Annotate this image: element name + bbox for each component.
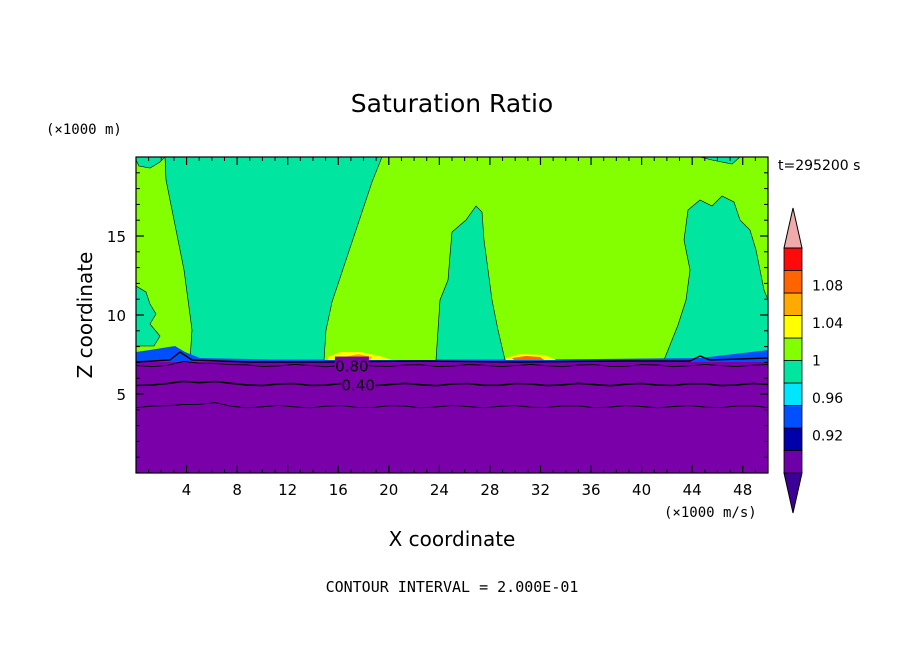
colorbar-segment-0: [783, 450, 803, 474]
x-tick-label-2: 12: [278, 481, 297, 499]
colorbar-segment-3: [783, 382, 803, 406]
x-axis: 4 8 12 16 20 24 28 32 36 40 44 48: [148, 157, 756, 499]
colorbar-tick-label-3: 1.04: [812, 316, 843, 332]
contour-label-bg-1: [341, 375, 376, 392]
supersaturated-patch-2-core: [512, 356, 544, 360]
contour-lines: 0.800.40: [135, 356, 769, 409]
x-unit-label: (×1000 m/s): [664, 505, 757, 521]
contour-line-0: [135, 360, 769, 368]
colorbar-tick-label-0: 0.92: [812, 429, 843, 445]
colorbar-segment-5: [783, 337, 803, 361]
x-tick-label-7: 32: [531, 481, 550, 499]
colorbar-tick-label-2: 1: [812, 354, 821, 370]
near-saturated-left-patch: [136, 285, 161, 347]
inversion-top-line: [136, 351, 768, 363]
colorbar-segment-4: [783, 360, 803, 384]
x-axis-label: X coordinate: [389, 527, 516, 551]
x-tick-label-5: 24: [430, 481, 449, 499]
dry-layer-region: [136, 362, 768, 473]
colorbar-segment-8: [783, 270, 803, 294]
colorbar: 0.92 0.96 1 1.04 1.08: [783, 207, 843, 514]
colorbar-segment-9: [783, 247, 803, 271]
contour-line-2: [135, 402, 769, 409]
contour-interval-footer: CONTOUR INTERVAL = 2.000E-01: [326, 578, 579, 596]
x-tick-label-9: 40: [632, 481, 651, 499]
time-label: t=295200 s: [778, 158, 860, 174]
x-tick-label-11: 48: [733, 481, 752, 499]
near-saturated-plume-2: [435, 205, 506, 361]
colorbar-segment-6: [783, 315, 803, 339]
x-tick-label-0: 4: [182, 481, 192, 499]
colorbar-segment-2: [783, 405, 803, 429]
colorbar-under-arrow: [783, 472, 803, 514]
colorbar-segment-7: [783, 292, 803, 316]
contour-line-1: [135, 380, 769, 387]
x-tick-label-10: 44: [683, 481, 702, 499]
y-axis: 5 10 15: [107, 172, 768, 458]
y-axis-label: Z coordinate: [73, 252, 97, 379]
y-tick-label-1: 10: [107, 307, 126, 325]
colorbar-over-arrow: [783, 207, 803, 249]
x-tick-label-6: 28: [480, 481, 499, 499]
colorbar-tick-label-1: 0.96: [812, 391, 843, 407]
chart-title: Saturation Ratio: [351, 89, 553, 118]
y-tick-label-2: 15: [107, 228, 126, 246]
near-saturated-left-edge: [136, 157, 166, 169]
x-tick-label-1: 8: [232, 481, 242, 499]
y-unit-label: (×1000 m): [46, 122, 122, 138]
colorbar-tick-label-4: 1.08: [812, 279, 843, 295]
near-saturated-plume-3: [663, 195, 768, 361]
contour-label-bg-0: [334, 356, 369, 373]
colorbar-segment-1: [783, 427, 803, 451]
x-tick-label-3: 16: [329, 481, 348, 499]
contour-label-0: 0.80: [335, 358, 368, 376]
x-tick-label-8: 36: [581, 481, 600, 499]
contour-label-1: 0.40: [341, 377, 374, 395]
x-tick-label-4: 20: [379, 481, 398, 499]
y-tick-label-0: 5: [116, 386, 126, 404]
